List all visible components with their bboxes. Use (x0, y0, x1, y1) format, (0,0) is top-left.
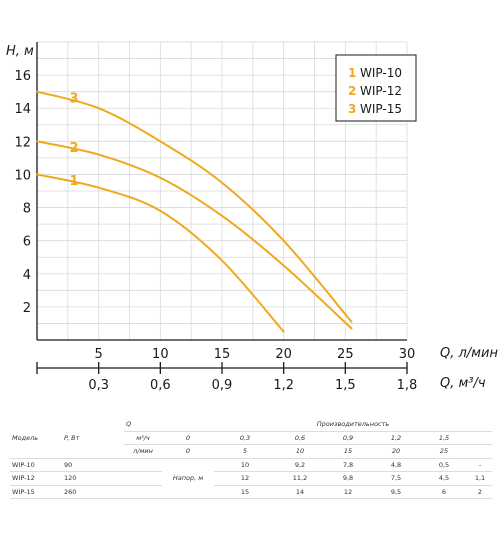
head-cell: 12 (214, 471, 276, 486)
head-cell: 14 (276, 485, 324, 499)
curve-number-label: 1 (69, 174, 78, 189)
legend-number: 1 (348, 66, 356, 80)
performance-curves (36, 90, 353, 333)
power-cell: 260 (62, 485, 124, 499)
y-tick-label: 10 (14, 168, 31, 183)
x2-tick-label: 0,6 (150, 378, 171, 393)
head-cell: 1,1 (468, 471, 492, 486)
y-axis-label: H, м (6, 44, 34, 59)
legend-box (335, 54, 417, 122)
legend-entry: WIP-15 (360, 102, 402, 116)
power-cell: 90 (62, 458, 124, 472)
lmin-value: 15 (324, 444, 372, 459)
head-cell: 15 (214, 485, 276, 499)
lmin-value: 0 (162, 444, 214, 459)
x-tick-label: 5 (95, 347, 103, 362)
y-tick-label: 6 (23, 235, 31, 250)
curve-WIP-12 (36, 140, 353, 330)
x2-tick-label: 1,2 (273, 378, 294, 393)
x2-axis-label: Q, м³/ч (440, 376, 486, 391)
specification-table: Модель P, Вт Q Производительность м³/ч 0… (10, 418, 492, 499)
head-cell: 4,8 (372, 458, 420, 472)
x2-tick-label: 1,8 (397, 378, 418, 393)
head-cell: 9,2 (276, 458, 324, 472)
legend: 1 WIP-10 2 WIP-12 3 WIP-15 (335, 54, 417, 122)
lmin-value: 25 (420, 444, 468, 459)
head-cell: 9,5 (372, 485, 420, 499)
y-tick-label: 8 (23, 202, 31, 217)
x-tick-label: 20 (275, 347, 292, 362)
y-tick-label: 2 (23, 301, 31, 316)
head-cell: 7,8 (324, 458, 372, 472)
m3-value: 1,2 (372, 431, 420, 445)
unit-m3: м³/ч (124, 431, 162, 445)
legend-entry: WIP-10 (360, 66, 402, 80)
x2-tick-label: 1,5 (335, 378, 356, 393)
y-tick-label: 16 (14, 69, 31, 84)
head-cell: 0,5 (420, 458, 468, 472)
head-cell: 6 (420, 485, 468, 499)
x-tick-label: 30 (399, 347, 416, 362)
x2-tick-label: 0,9 (212, 378, 233, 393)
curve-WIP-15 (36, 90, 353, 323)
m3-value: 0,9 (324, 431, 372, 445)
m3-value: 0,6 (276, 431, 324, 445)
x2-tick-label: 0,3 (88, 378, 109, 393)
table-row: WIP-12 120 12 11,2 9,8 7,5 4,5 1,1 (10, 471, 492, 486)
unit-lmin: л/мин (124, 444, 162, 459)
power-header: P, Вт (62, 418, 124, 459)
head-cell: 11,2 (276, 471, 324, 486)
table-row: WIP-10 90 Напор, м 10 9,2 7,8 4,8 0,5 - (10, 458, 492, 499)
performance-header: Производительность (214, 418, 492, 432)
model-cell: WIP-10 (10, 458, 62, 472)
m3-value: 0,3 (214, 431, 276, 445)
lmin-value: 5 (214, 444, 276, 459)
model-cell: WIP-12 (10, 471, 62, 486)
head-cell: - (468, 458, 492, 472)
curve-WIP-10 (36, 173, 285, 333)
x2-tick-labels: 0,3 0,6 0,9 1,2 1,5 1,8 (88, 378, 417, 393)
head-cell: 4,5 (420, 471, 468, 486)
model-cell: WIP-15 (10, 485, 62, 499)
model-header: Модель (10, 418, 62, 459)
legend-number: 3 (348, 102, 356, 116)
legend-number: 2 (348, 84, 356, 98)
y-tick-label: 4 (23, 268, 31, 283)
m3-value: 0 (162, 431, 214, 445)
x2-tick-marks (36, 362, 408, 374)
head-label: Напор, м (162, 458, 214, 499)
x-axis-label: Q, л/мин (440, 346, 498, 361)
x-tick-label: 15 (214, 347, 231, 362)
head-cell: 10 (214, 458, 276, 472)
power-cell: 120 (62, 471, 124, 486)
lmin-value: 20 (372, 444, 420, 459)
lmin-value: 10 (276, 444, 324, 459)
table-row: WIP-15 260 15 14 12 9,5 6 2 (10, 485, 492, 499)
x-tick-label: 10 (152, 347, 169, 362)
m3-value: 1,5 (420, 431, 468, 445)
curve-number-label: 2 (69, 141, 78, 156)
curve-number-label: 3 (69, 91, 78, 106)
table-header-row-m3: м³/ч 0 0,3 0,6 0,9 1,2 1,5 (10, 431, 492, 445)
head-cell: 9,8 (324, 471, 372, 486)
q-header: Q (124, 418, 214, 432)
head-cell: 2 (468, 485, 492, 499)
head-cell: 7,5 (372, 471, 420, 486)
table-header-row-lmin: л/мин 0 5 10 15 20 25 (10, 444, 492, 459)
y-tick-labels: 2 4 6 8 10 12 14 16 (14, 69, 31, 316)
y-tick-label: 14 (14, 102, 31, 117)
table-header-row-q: Модель P, Вт Q Производительность (10, 418, 492, 459)
curve-labels: 1 2 3 (69, 91, 78, 189)
x-tick-labels: 5 10 15 20 25 30 (95, 347, 416, 362)
head-cell: 12 (324, 485, 372, 499)
x-tick-label: 25 (337, 347, 354, 362)
y-tick-label: 12 (14, 135, 31, 150)
legend-entry: WIP-12 (360, 84, 402, 98)
